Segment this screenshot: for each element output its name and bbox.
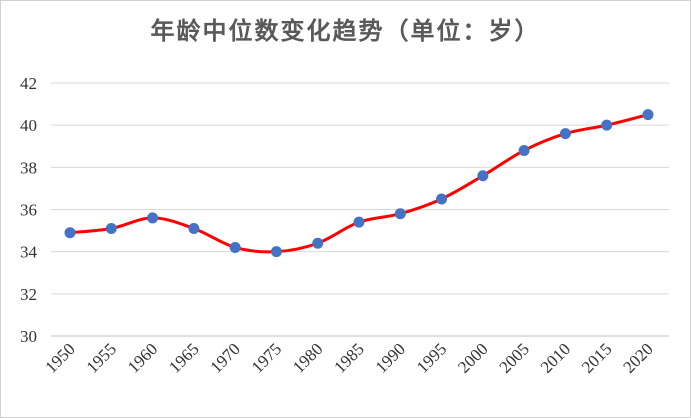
y-tick-label: 32	[20, 285, 37, 304]
gridlines	[51, 82, 669, 337]
x-tick-label: 2010	[537, 339, 574, 376]
x-tick-label: 2015	[578, 339, 615, 376]
data-point-2015	[601, 119, 613, 131]
y-tick-label: 34	[20, 243, 38, 262]
data-point-1970	[229, 241, 241, 253]
series-layer	[64, 109, 654, 258]
x-tick-label: 1980	[289, 339, 326, 376]
x-tick-label: 1985	[330, 339, 367, 376]
x-tick-label: 1990	[372, 339, 409, 376]
data-point-1995	[436, 193, 448, 205]
x-tick-label: 2020	[619, 339, 656, 376]
data-point-1965	[188, 222, 200, 234]
x-axis-ticks: 1950 1955 1960 1965 1970 1975 1980 1985 1990 1995…	[41, 339, 656, 376]
y-tick-label: 30	[20, 327, 37, 346]
x-tick-label: 1965	[165, 339, 202, 376]
y-tick-label: 40	[20, 116, 37, 135]
data-point-1980	[312, 237, 324, 249]
data-point-2005	[518, 144, 530, 156]
data-point-2020	[642, 109, 654, 121]
data-point-2010	[559, 128, 571, 140]
x-tick-label: 1955	[83, 339, 120, 376]
x-tick-label: 1950	[41, 339, 78, 376]
data-point-1975	[270, 246, 282, 258]
y-tick-label: 36	[20, 201, 37, 220]
x-tick-label: 1960	[124, 339, 161, 376]
y-tick-label: 38	[20, 158, 37, 177]
x-tick-label: 1975	[248, 339, 285, 376]
data-point-2000	[477, 170, 489, 182]
data-point-1990	[394, 208, 406, 220]
y-tick-label: 42	[20, 74, 37, 93]
data-point-1960	[147, 212, 159, 224]
data-point-1950	[64, 227, 76, 239]
data-point-1985	[353, 216, 365, 228]
y-axis-ticks: 30 32 34 36 38 40 42	[20, 74, 38, 346]
x-tick-label: 2000	[454, 339, 491, 376]
chart-title: 年龄中位数变化趋势（单位：岁）	[150, 17, 541, 45]
x-tick-label: 1995	[413, 339, 450, 376]
x-tick-label: 1970	[206, 339, 243, 376]
data-point-1955	[105, 222, 117, 234]
x-tick-label: 2005	[495, 339, 532, 376]
